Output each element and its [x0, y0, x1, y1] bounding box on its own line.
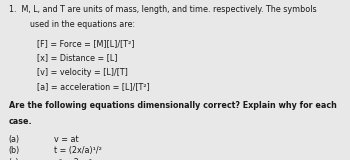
- Text: 1.  M, L, and T are units of mass, length, and time. respectively. The symbols: 1. M, L, and T are units of mass, length…: [9, 5, 316, 14]
- Text: t = (2x/a)¹/²: t = (2x/a)¹/²: [54, 146, 102, 155]
- Text: [x] = Distance = [L]: [x] = Distance = [L]: [37, 54, 117, 63]
- Text: used in the equations are:: used in the equations are:: [30, 20, 135, 29]
- Text: [a] = acceleration = [L]/[T²]: [a] = acceleration = [L]/[T²]: [37, 82, 149, 91]
- Text: [v] = velocity = [L]/[T]: [v] = velocity = [L]/[T]: [37, 68, 128, 77]
- Text: v³ = 2ax²: v³ = 2ax²: [54, 158, 92, 160]
- Text: [F] = Force = [M][L]/[T²]: [F] = Force = [M][L]/[T²]: [37, 39, 134, 48]
- Text: v = at: v = at: [54, 135, 79, 144]
- Text: (b): (b): [9, 146, 20, 155]
- Text: (a): (a): [9, 135, 20, 144]
- Text: (c): (c): [9, 158, 19, 160]
- Text: Are the following equations dimensionally correct? Explain why for each: Are the following equations dimensionall…: [9, 101, 337, 110]
- Text: case.: case.: [9, 117, 32, 126]
